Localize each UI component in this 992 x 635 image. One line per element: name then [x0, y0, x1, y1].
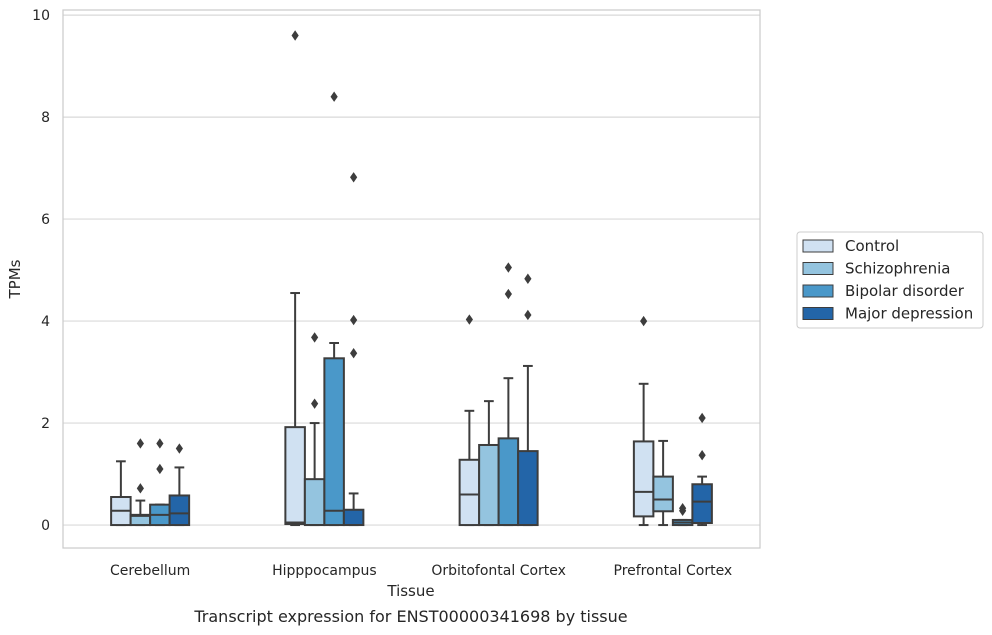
outlier-point — [524, 273, 532, 284]
legend-swatch — [802, 239, 834, 253]
box-body — [168, 494, 191, 527]
x-tick-labels: Cerebellum Hipppocampus Orbitofontal Corte… — [110, 563, 732, 579]
outlier-point — [311, 398, 319, 409]
box-schizophrenia — [652, 439, 674, 527]
outlier-point — [175, 443, 183, 454]
legend: Control Schizophrenia Bipolar disorder Majo… — [796, 231, 984, 329]
y-tick-label: 2 — [41, 416, 50, 432]
x-tick-label: Prefrontal Cortex — [614, 563, 733, 579]
box-major-depression — [168, 443, 191, 527]
box-bipolar-disorder — [497, 262, 520, 527]
outlier-point — [156, 463, 164, 475]
x-tick-label: Cerebellum — [110, 563, 190, 579]
x-tick-label: Hipppocampus — [272, 563, 377, 579]
box-control — [458, 314, 481, 527]
outlier-point — [136, 483, 144, 494]
y-axis-label: TPMs — [6, 259, 24, 299]
legend-swatch — [802, 262, 834, 275]
box-bipolar-disorder — [671, 503, 694, 527]
box-body — [517, 450, 539, 527]
y-tick-labels: 0 2 4 6 8 10 — [32, 8, 50, 534]
box-major-depression — [342, 172, 365, 527]
legend-label: Major depression — [845, 305, 973, 323]
chart-caption: Transcript expression for ENST0000034169… — [193, 607, 627, 626]
legend-label: Schizophrenia — [845, 260, 950, 278]
box-bipolar-disorder — [149, 438, 171, 527]
outlier-point — [350, 172, 358, 183]
box-body — [342, 508, 365, 527]
box-bipolar-disorder — [323, 91, 345, 527]
box-body — [303, 478, 326, 527]
x-tick-label: Orbitofontal Cortex — [431, 563, 566, 579]
box-major-depression — [517, 273, 539, 527]
outlier-point — [330, 91, 338, 102]
outlier-point — [679, 503, 687, 514]
legend-frame — [796, 231, 984, 329]
outlier-point — [524, 309, 532, 321]
box-body — [497, 437, 520, 527]
outlier-point — [291, 30, 299, 41]
box-body — [691, 483, 713, 525]
box-series — [110, 30, 713, 527]
box-body — [652, 475, 674, 513]
outlier-point — [350, 314, 358, 326]
outlier-point — [156, 438, 164, 449]
y-tick-label: 6 — [41, 212, 50, 228]
box-control — [632, 315, 655, 527]
grid-lines — [63, 14, 760, 526]
outlier-point — [504, 262, 512, 273]
box-body — [632, 440, 655, 518]
box-major-depression — [691, 412, 713, 527]
legend-label: Control — [845, 237, 899, 255]
y-tick-label: 10 — [32, 8, 50, 24]
box-body — [458, 458, 481, 527]
box-schizophrenia — [129, 438, 152, 527]
y-tick-label: 0 — [41, 518, 50, 534]
plot-frame — [62, 9, 761, 549]
y-tick-label: 8 — [41, 110, 50, 126]
box-control — [110, 460, 132, 527]
legend-swatch — [802, 284, 834, 298]
outlier-point — [698, 412, 706, 424]
outlier-point — [350, 347, 358, 359]
box-schizophrenia — [478, 400, 500, 527]
box-body — [478, 443, 500, 527]
box-body — [284, 426, 306, 526]
box-control — [284, 30, 306, 527]
outlier-point — [640, 315, 648, 327]
legend-label: Bipolar disorder — [845, 282, 965, 300]
outlier-point — [465, 314, 473, 325]
box-schizophrenia — [303, 332, 326, 527]
box-body — [323, 357, 345, 527]
outlier-point — [136, 438, 144, 449]
outlier-point — [698, 449, 706, 461]
outlier-point — [504, 288, 512, 300]
y-tick-label: 4 — [41, 314, 50, 330]
legend-swatch — [802, 307, 834, 320]
x-axis-label: Tissue — [386, 582, 434, 600]
outlier-point — [311, 332, 319, 343]
